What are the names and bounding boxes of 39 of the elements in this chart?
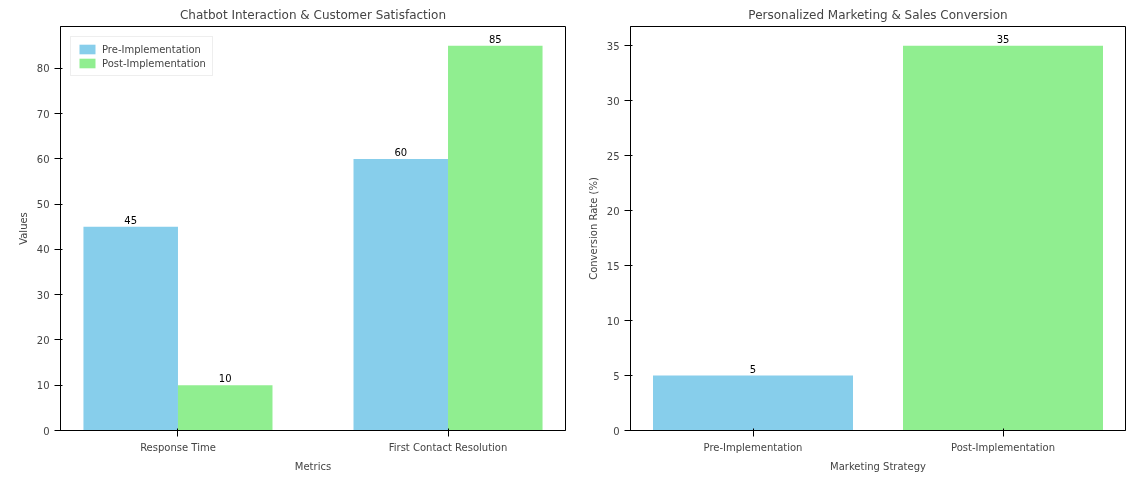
y-tick-label: 15 [606,260,620,272]
chart-title: Personalized Marketing & Sales Conversion [748,7,1008,22]
bar [83,226,178,431]
bar [353,158,449,431]
y-tick-label: 25 [606,150,620,162]
x-axis-title: Metrics [294,460,332,472]
y-tick-label: 20 [606,205,620,217]
y-tick-label: 80 [36,63,50,75]
y-tick-label: 10 [36,380,50,392]
y-axis-title: Conversion Rate (%) [587,177,599,280]
y-tick-label: 0 [43,425,50,437]
x-axis-title: Marketing Strategy [830,460,927,472]
y-tick-label: 50 [36,199,50,211]
legend-label: Pre-Implementation [102,43,201,55]
y-tick-label: 30 [36,289,50,301]
bar [448,45,543,431]
legend-label: Post-Implementation [102,57,206,69]
x-tick-label: Pre-Implementation [703,441,803,453]
y-tick-label: 30 [606,95,620,107]
x-tick-label: First Contact Resolution [388,441,508,453]
y-tick-label: 10 [606,315,620,327]
data-label: 85 [488,33,502,45]
y-tick-label: 70 [36,108,50,120]
y-tick-label: 60 [36,153,50,165]
y-tick-label: 5 [613,370,620,382]
y-tick-label: 35 [606,40,620,52]
x-tick-label: Post-Implementation [951,441,1055,453]
chart-title: Chatbot Interaction & Customer Satisfaction [179,7,447,22]
data-label: 45 [124,214,138,226]
y-tick-label: 40 [36,244,50,256]
data-label: 5 [749,363,757,375]
data-label: 10 [218,373,232,385]
data-label: 35 [996,33,1010,45]
bar [177,385,273,431]
y-axis-title: Values [17,212,29,245]
x-tick-label: Response Time [140,441,216,453]
y-tick-label: 20 [36,334,50,346]
data-label: 60 [394,146,408,158]
y-tick-label: 0 [613,425,620,437]
